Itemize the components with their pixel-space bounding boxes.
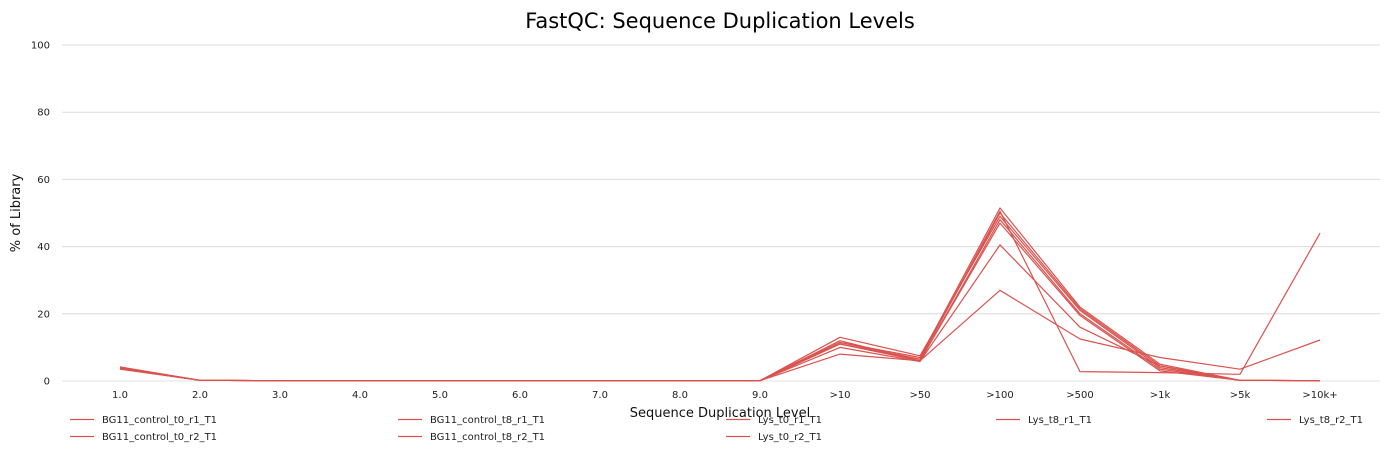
x-tick-label: >100 [986,390,1013,401]
x-tick-label: >500 [1066,390,1093,401]
x-tick-label: >10 [829,390,850,401]
legend: BG11_control_t0_r1_T1 BG11_control_t0_r2_… [70,415,1363,443]
series-lines [119,207,1321,382]
y-tick-label: 20 [37,309,50,320]
legend-entry: BG11_control_t0_r2_T1 [102,432,217,443]
x-axis-ticks: 1.0 2.0 3.0 4.0 5.0 6.0 7.0 8.0 9.0 >10 >50 >100 >50… [112,390,1338,401]
x-tick-label: 3.0 [272,390,288,401]
x-tick-label: 2.0 [192,390,208,401]
x-tick-label: >1k [1150,390,1171,401]
x-tick-label: >5k [1230,390,1251,401]
x-tick-label: 9.0 [752,390,768,401]
legend-entry: Lys_t0_r1_T1 [758,415,822,426]
y-tick-label: 100 [31,41,50,52]
x-tick-label: >50 [909,390,930,401]
x-tick-label: 8.0 [672,390,688,401]
x-axis-label: Sequence Duplication Level [630,406,810,421]
y-tick-label: 0 [44,377,50,388]
legend-entry: Lys_t8_r1_T1 [1028,415,1092,426]
x-tick-label: 4.0 [352,390,368,401]
x-tick-label: 7.0 [592,390,608,401]
x-tick-label: >10k+ [1302,390,1337,401]
y-axis-ticks: 0 20 40 60 80 100 [31,41,50,388]
y-tick-label: 60 [37,175,50,186]
series-line [119,210,1321,382]
legend-entry: Lys_t0_r2_T1 [758,432,822,443]
series-line [119,289,1321,382]
y-tick-label: 40 [37,242,50,253]
y-axis-label: % of Library [9,173,24,252]
x-tick-label: 6.0 [512,390,528,401]
x-tick-label: 1.0 [112,390,128,401]
legend-entry: Lys_t8_r2_T1 [1299,415,1363,426]
y-tick-label: 80 [37,108,50,119]
x-tick-label: 5.0 [432,390,448,401]
legend-entry: BG11_control_t8_r2_T1 [430,432,545,443]
series-line [119,244,1321,382]
grid-lines [62,44,1380,382]
legend-entry: BG11_control_t8_r1_T1 [430,415,545,426]
legend-entry: BG11_control_t0_r1_T1 [102,415,217,426]
chart-title: FastQC: Sequence Duplication Levels [525,9,915,33]
